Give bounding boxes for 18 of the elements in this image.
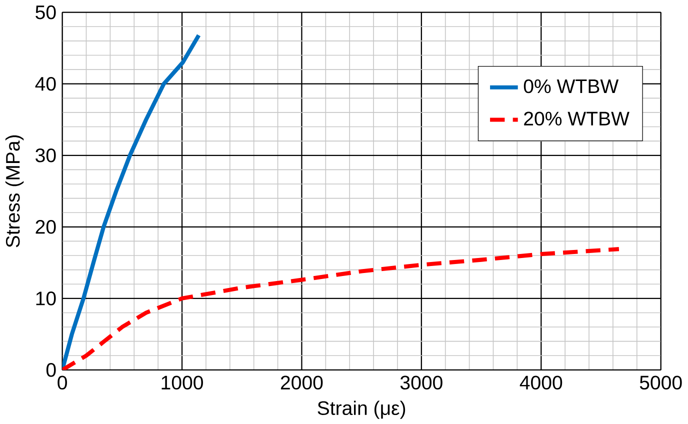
line-series [62, 33, 201, 370]
y-tick-label: 40 [35, 76, 56, 91]
y-tick-label: 30 [36, 148, 56, 162]
y-tick-label: 10 [36, 291, 56, 306]
y-tick-label: 20 [36, 220, 56, 234]
x-tick-label: 3000 [400, 376, 442, 390]
line-series [62, 246, 621, 370]
x-tick-label: 5000 [640, 376, 682, 390]
legend-label: 0% WTBW [524, 79, 619, 93]
legend-label: 20% WTBW [524, 112, 630, 126]
x-tick-label: 1000 [162, 376, 203, 390]
y-tick-label: 50 [36, 5, 56, 20]
y-tick-label: 0 [46, 362, 56, 377]
y-axis-title: Stress (MPa) [5, 135, 24, 248]
x-tick-label: 2000 [280, 376, 323, 390]
x-tick-label: 4000 [520, 376, 562, 390]
x-axis-title: Strain (με) [318, 400, 406, 419]
x-tick-label: 0 [58, 376, 67, 390]
